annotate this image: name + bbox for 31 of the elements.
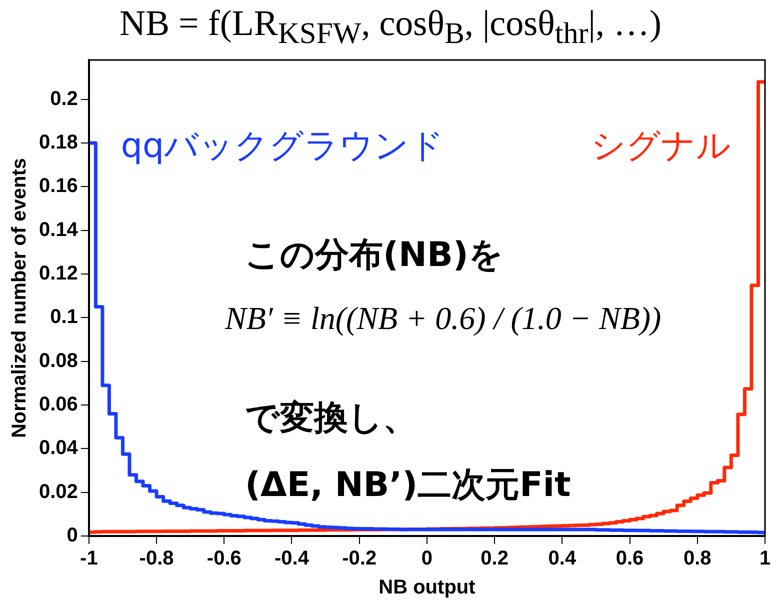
series-label: シグナル xyxy=(591,126,731,166)
x-tick-label: -0.2 xyxy=(342,548,377,570)
x-tick-label: 0.8 xyxy=(683,548,712,570)
x-axis-title: NB output xyxy=(378,576,476,599)
x-tick-label: 0.4 xyxy=(548,548,577,570)
x-tick-label: 0.2 xyxy=(480,548,508,570)
x-tick-label: 0.6 xyxy=(616,548,644,570)
x-tick-label: -1 xyxy=(80,548,98,570)
y-tick-label: 0.18 xyxy=(38,131,78,154)
chart-title: NB = f(LR$_{KSFW}$, cosθ$_{B}$, |cosθ$_{thr}$|, …) xyxy=(118,2,662,52)
y-axis-title: Normalized number of events xyxy=(8,158,31,438)
y-tick-label: 0.14 xyxy=(38,218,79,241)
x-tick-label: -0.6 xyxy=(206,548,242,570)
y-tick-label: 0 xyxy=(66,524,78,547)
y-tick-label: 0.06 xyxy=(38,394,78,416)
annotation: この分布(NB)を xyxy=(245,234,504,277)
y-tick-label: 0.04 xyxy=(38,437,79,460)
y-tick-label: 0.02 xyxy=(38,480,78,503)
y-tick-label: 0.1 xyxy=(50,306,78,328)
x-tick-label: -0.8 xyxy=(139,548,174,570)
y-tick-label: 0.08 xyxy=(38,350,78,372)
annotation: NB′ ≡ ln((NB + 0.6) / (1.0 − NB)) xyxy=(225,300,662,337)
annotation: (ΔE, NB’)二次元Fit xyxy=(245,464,571,507)
series-label: qqバックグラウンド xyxy=(120,126,444,166)
y-tick-label: 0.2 xyxy=(50,88,78,110)
y-tick-label: 0.12 xyxy=(38,262,78,284)
x-tick-label: -0.4 xyxy=(274,548,310,570)
x-tick-label: 0 xyxy=(421,548,433,570)
y-tick-label: 0.16 xyxy=(38,175,78,198)
annotation: で変換し、 xyxy=(245,397,417,440)
x-tick-label: 1 xyxy=(759,548,771,570)
